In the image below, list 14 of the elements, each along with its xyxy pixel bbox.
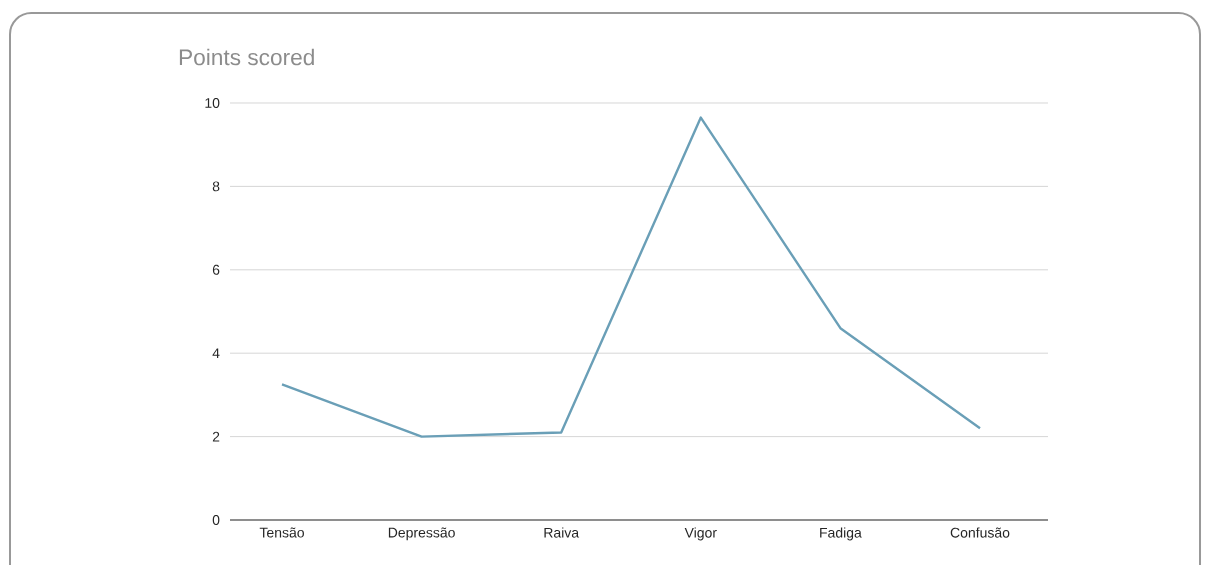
y-tick-label: 6 — [212, 264, 220, 275]
x-tick-label: Vigor — [684, 527, 717, 541]
y-tick-label: 4 — [212, 348, 220, 359]
y-tick-label: 10 — [205, 98, 220, 108]
line-series — [280, 116, 982, 438]
x-tick-label: Confusão — [950, 527, 1010, 538]
x-tick-label: Tensão — [259, 527, 304, 538]
x-tick-label: Depressão — [388, 527, 455, 541]
chart-title: Points scored — [179, 48, 314, 66]
x-tick-label: Fadiga — [820, 527, 862, 541]
x-tick-label: Raiva — [544, 527, 580, 538]
y-tick-label: 8 — [212, 181, 220, 192]
y-tick-label: 0 — [212, 515, 220, 525]
y-tick-label: 2 — [212, 431, 220, 442]
